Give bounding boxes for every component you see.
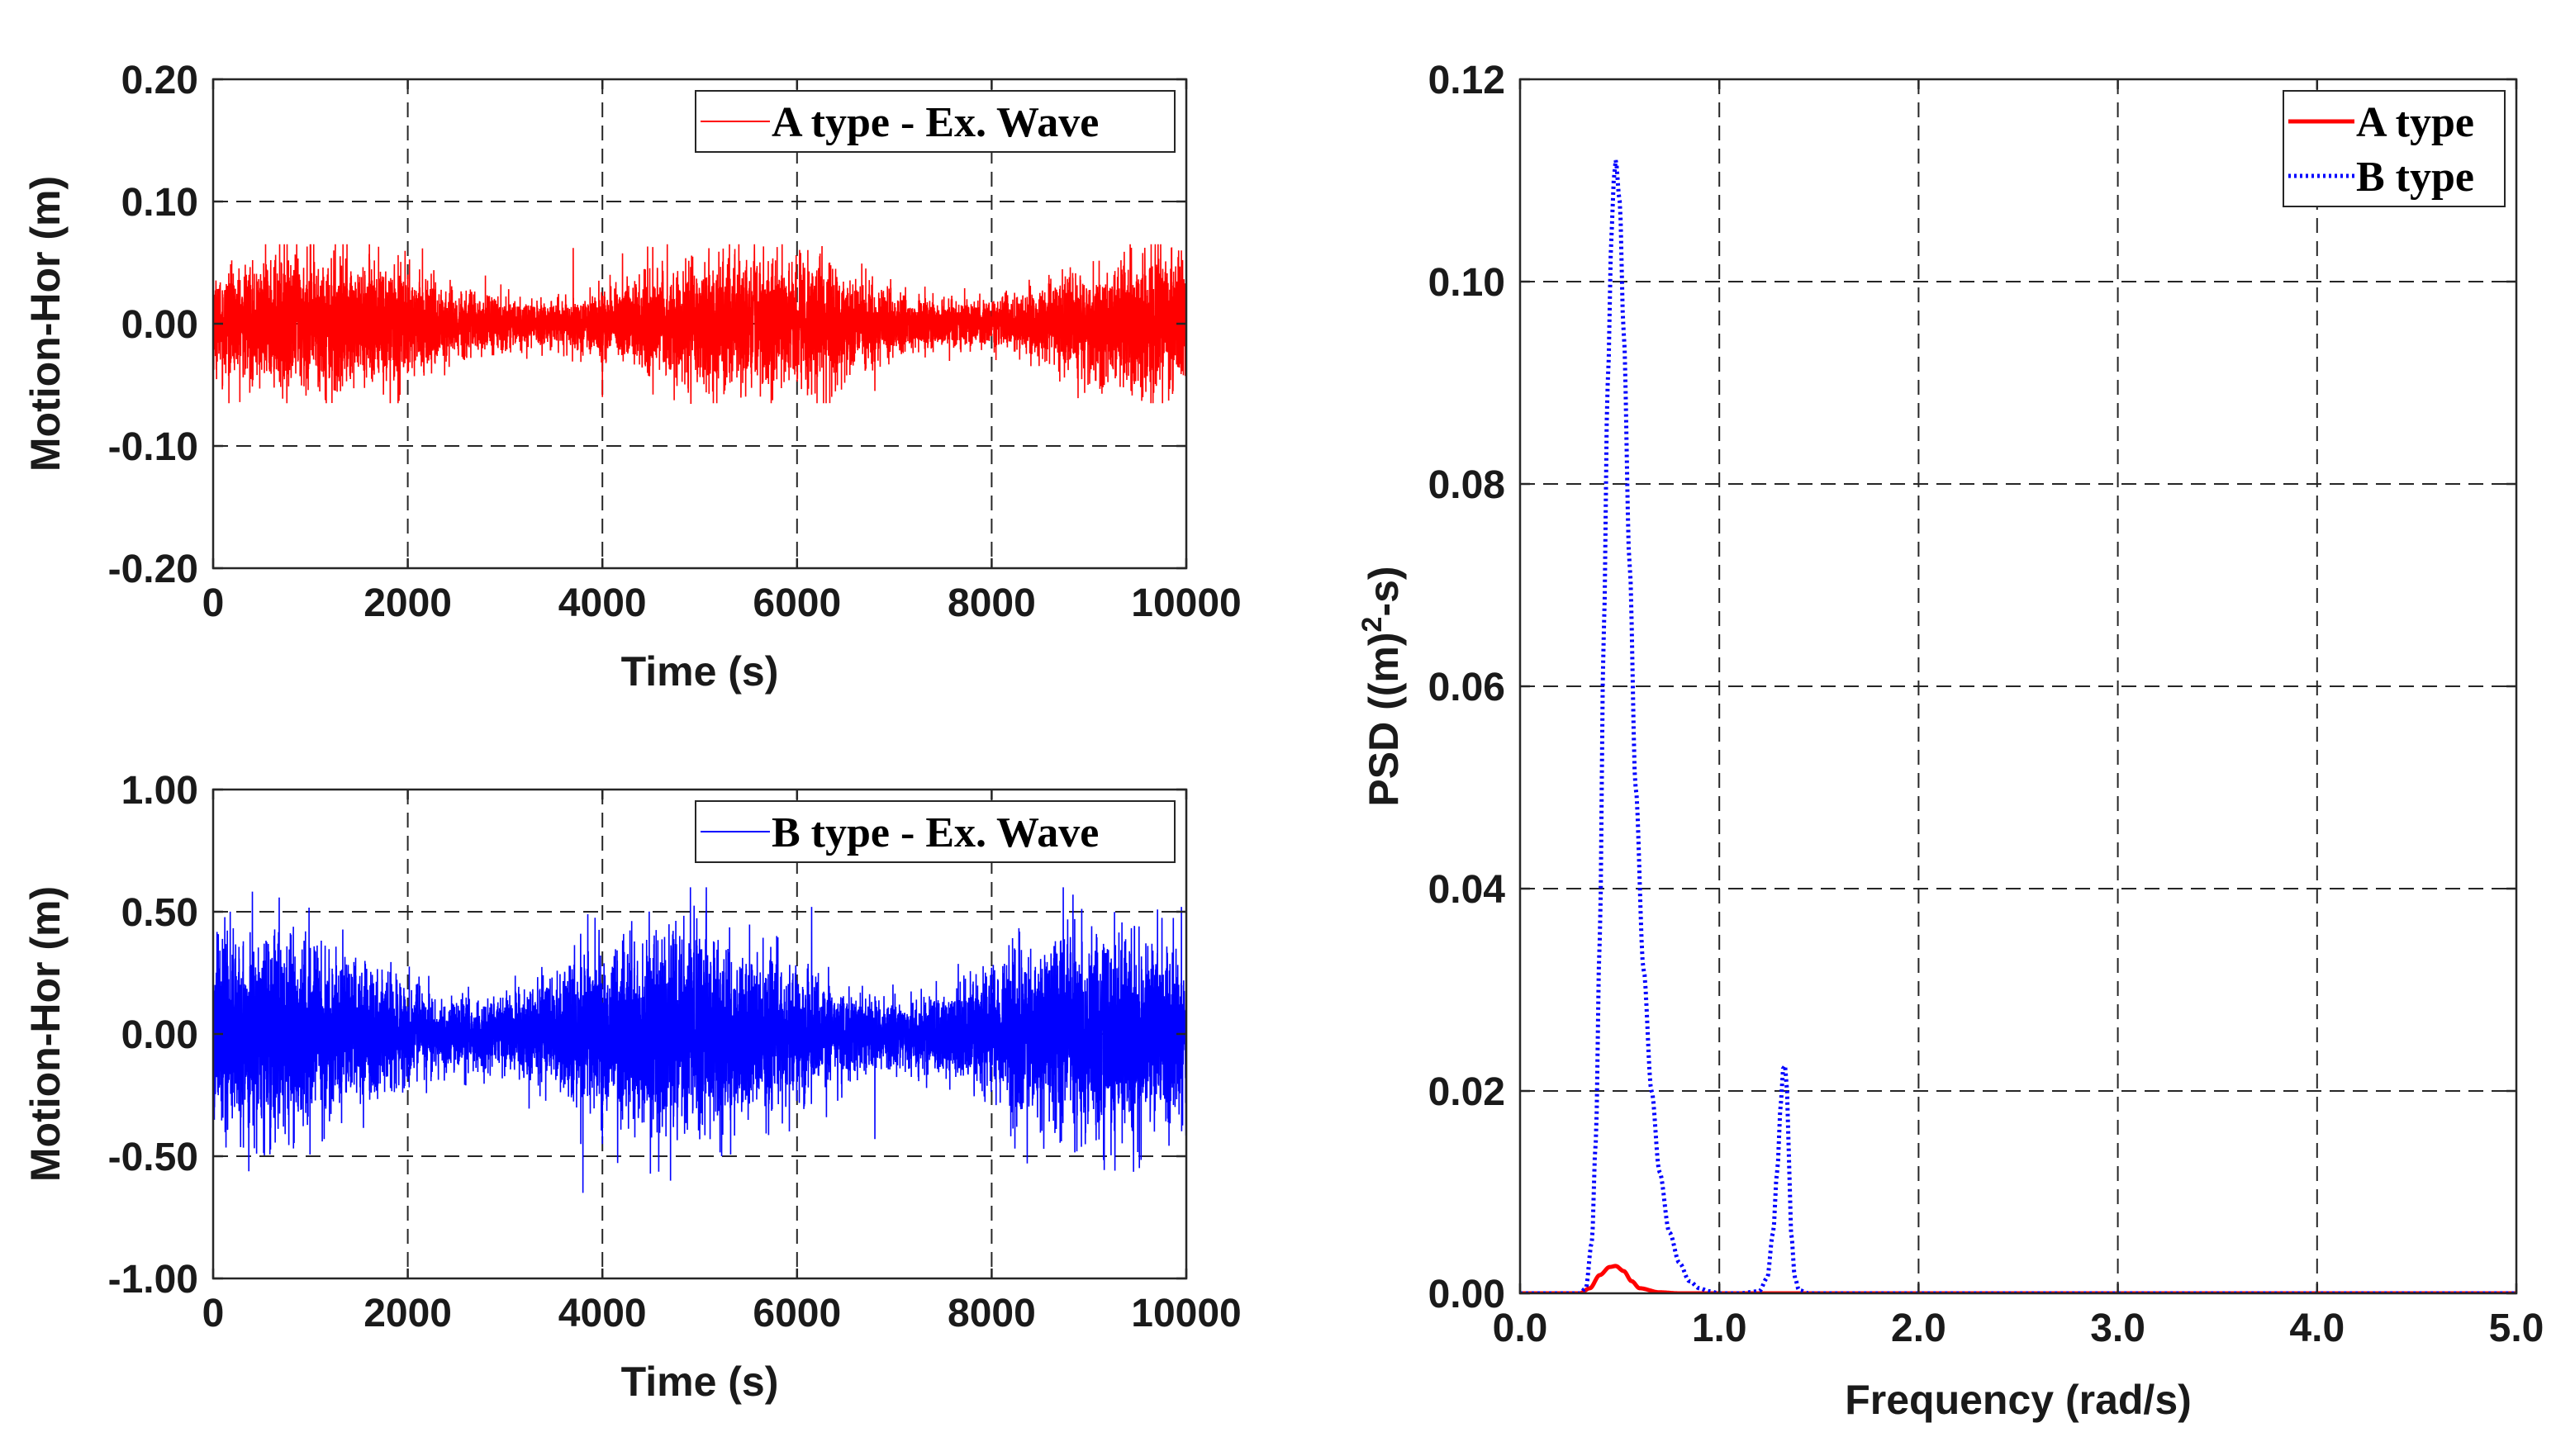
x-tick-label: 2000	[363, 1292, 452, 1335]
y-axis-label: Motion-Hor (m)	[22, 886, 69, 1182]
series-line-0	[213, 244, 1186, 404]
y-tick-label: -0.50	[108, 1136, 198, 1179]
x-tick-label: 6000	[753, 1292, 841, 1335]
x-tick-label: 6000	[753, 581, 841, 625]
y-tick-label: 0.06	[1428, 666, 1505, 709]
legend-label-1: B type	[2356, 154, 2474, 201]
legend-box	[2283, 90, 2506, 207]
y-axis-label-main: Motion-Hor (m)	[22, 886, 69, 1182]
y-tick-label: -0.10	[108, 425, 198, 469]
y-tick-label: 0.20	[121, 59, 198, 102]
y-tick-label: -0.20	[108, 548, 198, 591]
x-tick-label: 3.0	[2090, 1307, 2145, 1350]
x-tick-label: 5.0	[2489, 1307, 2544, 1350]
x-tick-label: 8000	[948, 581, 1036, 625]
legend-label-0: A type	[2356, 99, 2474, 146]
x-tick-label: 10000	[1131, 581, 1241, 625]
y-axis-label-main: Motion-Hor (m)	[22, 176, 69, 472]
y-tick-label: 0.00	[121, 1013, 198, 1057]
x-tick-label: 0	[202, 581, 225, 625]
chart-right: 0.0 1.0 2.0 3.0 4.0 5.0 0.00 0.02 0.04 0.06 0.08 0.…	[1356, 59, 2544, 1423]
y-tick-label: 0.00	[121, 303, 198, 347]
x-tick-label: 10000	[1131, 1292, 1241, 1335]
chart-top-left: 0 2000 4000 6000 8000 10000 -0.20 -0.10 0.00 0.10…	[22, 59, 1242, 695]
series-line-0	[213, 887, 1186, 1193]
x-tick-label: 2000	[363, 581, 452, 625]
y-tick-label: 1.00	[121, 769, 198, 813]
chart-bottom-left: 0 2000 4000 6000 8000 10000 -1.00 -0.50 0.00 0.50…	[22, 769, 1242, 1405]
y-axis-label: Motion-Hor (m)	[22, 176, 69, 472]
y-tick-label: 0.10	[121, 181, 198, 225]
x-axis-label: Time (s)	[621, 1359, 779, 1405]
x-tick-label: 0.0	[1493, 1307, 1548, 1350]
y-tick-label: 0.10	[1428, 261, 1505, 305]
legend-box	[695, 90, 1176, 153]
x-tick-label: 0	[202, 1292, 225, 1335]
legend-label-0: B type - Ex. Wave	[772, 809, 1099, 856]
x-tick-label: 4000	[558, 1292, 647, 1335]
y-tick-label: 0.12	[1428, 59, 1505, 102]
y-tick-label: -1.00	[108, 1258, 198, 1302]
x-axis-label: Frequency (rad/s)	[1845, 1377, 2192, 1423]
y-tick-label: 0.50	[121, 891, 198, 935]
x-tick-label: 4.0	[2289, 1307, 2345, 1350]
legend-label-0: A type - Ex. Wave	[772, 99, 1099, 146]
y-axis-label: PSD ((m)2-s)	[1356, 566, 1407, 806]
x-tick-label: 1.0	[1692, 1307, 1747, 1350]
y-axis-label-suffix: -s)	[1361, 566, 1407, 616]
y-axis-label-main: PSD ((m)	[1361, 632, 1407, 806]
series-line-1	[1520, 159, 2516, 1293]
x-tick-label: 2.0	[1891, 1307, 1946, 1350]
y-tick-label: 0.04	[1428, 868, 1506, 912]
x-axis-label: Time (s)	[621, 648, 779, 695]
y-tick-label: 0.00	[1428, 1273, 1505, 1316]
x-tick-label: 8000	[948, 1292, 1036, 1335]
y-tick-label: 0.02	[1428, 1070, 1505, 1114]
y-tick-label: 0.08	[1428, 463, 1505, 507]
x-tick-label: 4000	[558, 581, 647, 625]
legend-box	[695, 800, 1176, 863]
y-axis-label-superscript: 2	[1356, 617, 1388, 633]
